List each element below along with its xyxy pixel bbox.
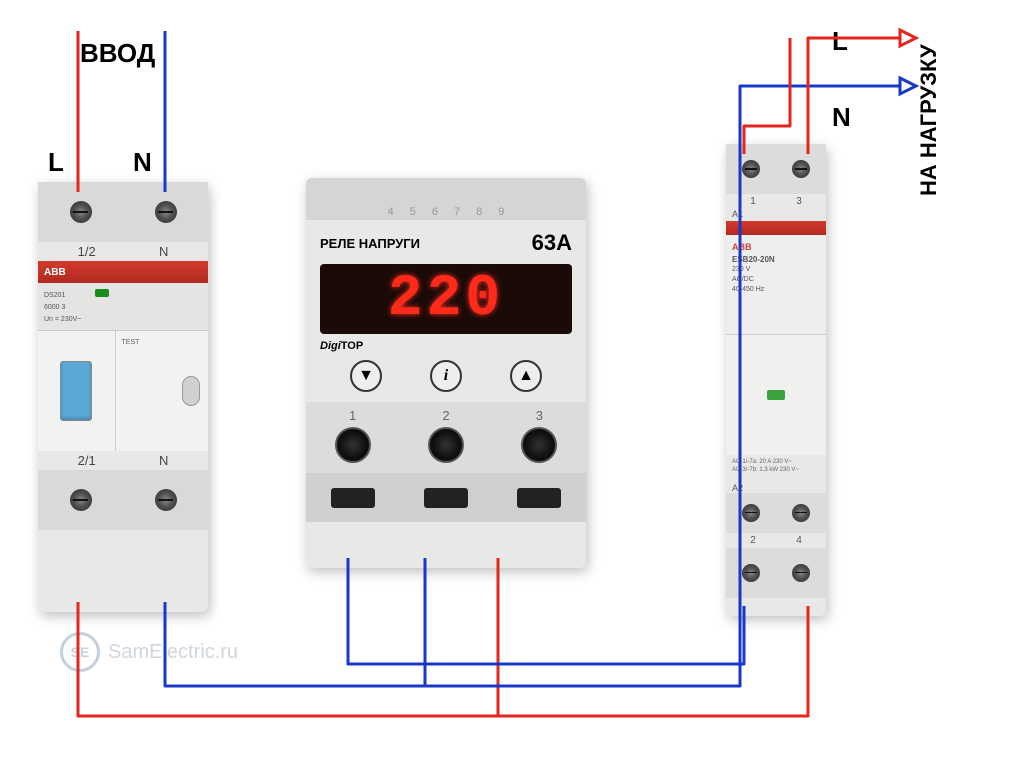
output-L-label: L [832, 26, 848, 57]
relay-top-holes: 4 5 6 7 8 9 [306, 178, 586, 220]
contactor-info: ABB ESB20-20N 230 V AC/DC 40-450 Hz [726, 235, 826, 335]
info-button[interactable]: i [430, 360, 462, 392]
relay-bottom-terminals: 1 2 3 [306, 402, 586, 522]
term-label: 2 [442, 408, 449, 423]
breaker-top-labels: 1/2 N [38, 242, 208, 261]
breaker-brand: ABB [44, 267, 66, 278]
breaker-spec: Un = 230V~ [44, 315, 202, 324]
screw-icon [792, 160, 810, 178]
term-label: 4 [796, 535, 802, 546]
term-label: 2 [750, 535, 756, 546]
up-button[interactable]: ▲ [510, 360, 542, 392]
screw-icon [742, 504, 760, 522]
screw-icon [742, 160, 760, 178]
contactor-spec: AC/DC [732, 275, 820, 285]
breaker-info-panel: DS201 6000 3 Un = 230V~ [38, 283, 208, 331]
relay-buttons: ▼ i ▲ [306, 360, 586, 402]
circuit-breaker: 1/2 N ABB DS201 6000 3 Un = 230V~ TEST 2… [38, 182, 208, 612]
breaker-model: DS201 [44, 292, 65, 299]
slot-icon [517, 488, 561, 508]
relay-header: РЕЛЕ НАПРУГИ 63A [306, 220, 586, 260]
a1-label: A1 [726, 209, 826, 221]
hole-num: 7 [454, 206, 460, 218]
screw-icon [70, 489, 92, 511]
relay-display: 220 [320, 264, 572, 334]
contactor-ratings: AC-1/-7a: 20 A 230 V~ AC-3/-7b: 1.3 kW 2… [726, 455, 826, 479]
term-label: 1 [349, 408, 356, 423]
breaker-spec: 6000 3 [44, 303, 202, 312]
a2-label: A2 [726, 479, 826, 493]
screw-icon [155, 489, 177, 511]
contactor-a2-terminals [726, 493, 826, 533]
contactor: 1 3 A1 ABB ESB20-20N 230 V AC/DC 40-450 … [726, 144, 826, 616]
hole-num: 4 [388, 206, 394, 218]
rating-line: AC-1/-7a: 20 A 230 V~ [732, 459, 820, 467]
screw-icon [70, 201, 92, 223]
breaker-switch-area: TEST [38, 331, 208, 451]
contactor-mid [726, 335, 826, 455]
brand-prefix: Digi [320, 340, 341, 352]
watermark-badge: SE [60, 632, 100, 672]
status-led-icon [95, 289, 109, 297]
term-label: N [159, 244, 168, 259]
terminal-hole-icon [521, 427, 557, 463]
term-label: N [159, 453, 168, 468]
output-N-label: N [832, 102, 851, 133]
input-L-label: L [48, 147, 64, 178]
term-label: 3 [536, 408, 543, 423]
contactor-top-labels: 1 3 [726, 194, 826, 209]
relay-brand: DigiTOP [306, 338, 586, 360]
terminal-hole-icon [335, 427, 371, 463]
input-title: ВВОД [80, 38, 155, 69]
slot-icon [331, 488, 375, 508]
rating-line: AC-3/-7b: 1.3 kW 230 V~ [732, 467, 820, 475]
slot-icon [424, 488, 468, 508]
screw-icon [792, 504, 810, 522]
term-label: 3 [796, 196, 802, 207]
voltage-relay: 4 5 6 7 8 9 РЕЛЕ НАПРУГИ 63A 220 DigiTOP… [306, 178, 586, 568]
display-value: 220 [388, 267, 504, 332]
relay-rating: 63A [532, 230, 572, 256]
input-N-label: N [133, 147, 152, 178]
screw-icon [792, 564, 810, 582]
hole-num: 8 [476, 206, 482, 218]
contactor-model: ESB20-20N [732, 255, 775, 264]
contactor-spec: 40-450 Hz [732, 285, 820, 295]
status-led-icon [767, 390, 785, 400]
hole-num: 9 [498, 206, 504, 218]
screw-icon [742, 564, 760, 582]
output-load-label: НА НАГРУЗКУ [916, 16, 942, 196]
breaker-toggle[interactable] [60, 361, 92, 421]
contactor-top-terminals [726, 144, 826, 194]
contactor-bottom-labels: 2 4 [726, 533, 826, 548]
test-label: TEST [122, 339, 140, 346]
term-label: 1 [750, 196, 756, 207]
hole-num: 5 [410, 206, 416, 218]
breaker-bottom-terminals [38, 470, 208, 530]
contactor-bottom-terminals [726, 548, 826, 598]
contactor-brand: ABB [732, 241, 820, 254]
test-button[interactable] [182, 376, 200, 406]
relay-title: РЕЛЕ НАПРУГИ [320, 236, 420, 251]
down-button[interactable]: ▼ [350, 360, 382, 392]
hole-num: 6 [432, 206, 438, 218]
watermark-text: SamElectric.ru [108, 641, 238, 664]
breaker-bottom-labels: 2/1 N [38, 451, 208, 470]
breaker-top-terminals [38, 182, 208, 242]
screw-icon [155, 201, 177, 223]
contactor-spec: 230 V [732, 265, 820, 275]
terminal-hole-icon [428, 427, 464, 463]
contactor-red-stripe [726, 221, 826, 235]
brand-suffix: TOP [341, 340, 363, 352]
term-label: 1/2 [78, 244, 96, 259]
breaker-brand-stripe: ABB [38, 261, 208, 283]
term-label: 2/1 [78, 453, 96, 468]
watermark: SE SamElectric.ru [60, 632, 238, 672]
